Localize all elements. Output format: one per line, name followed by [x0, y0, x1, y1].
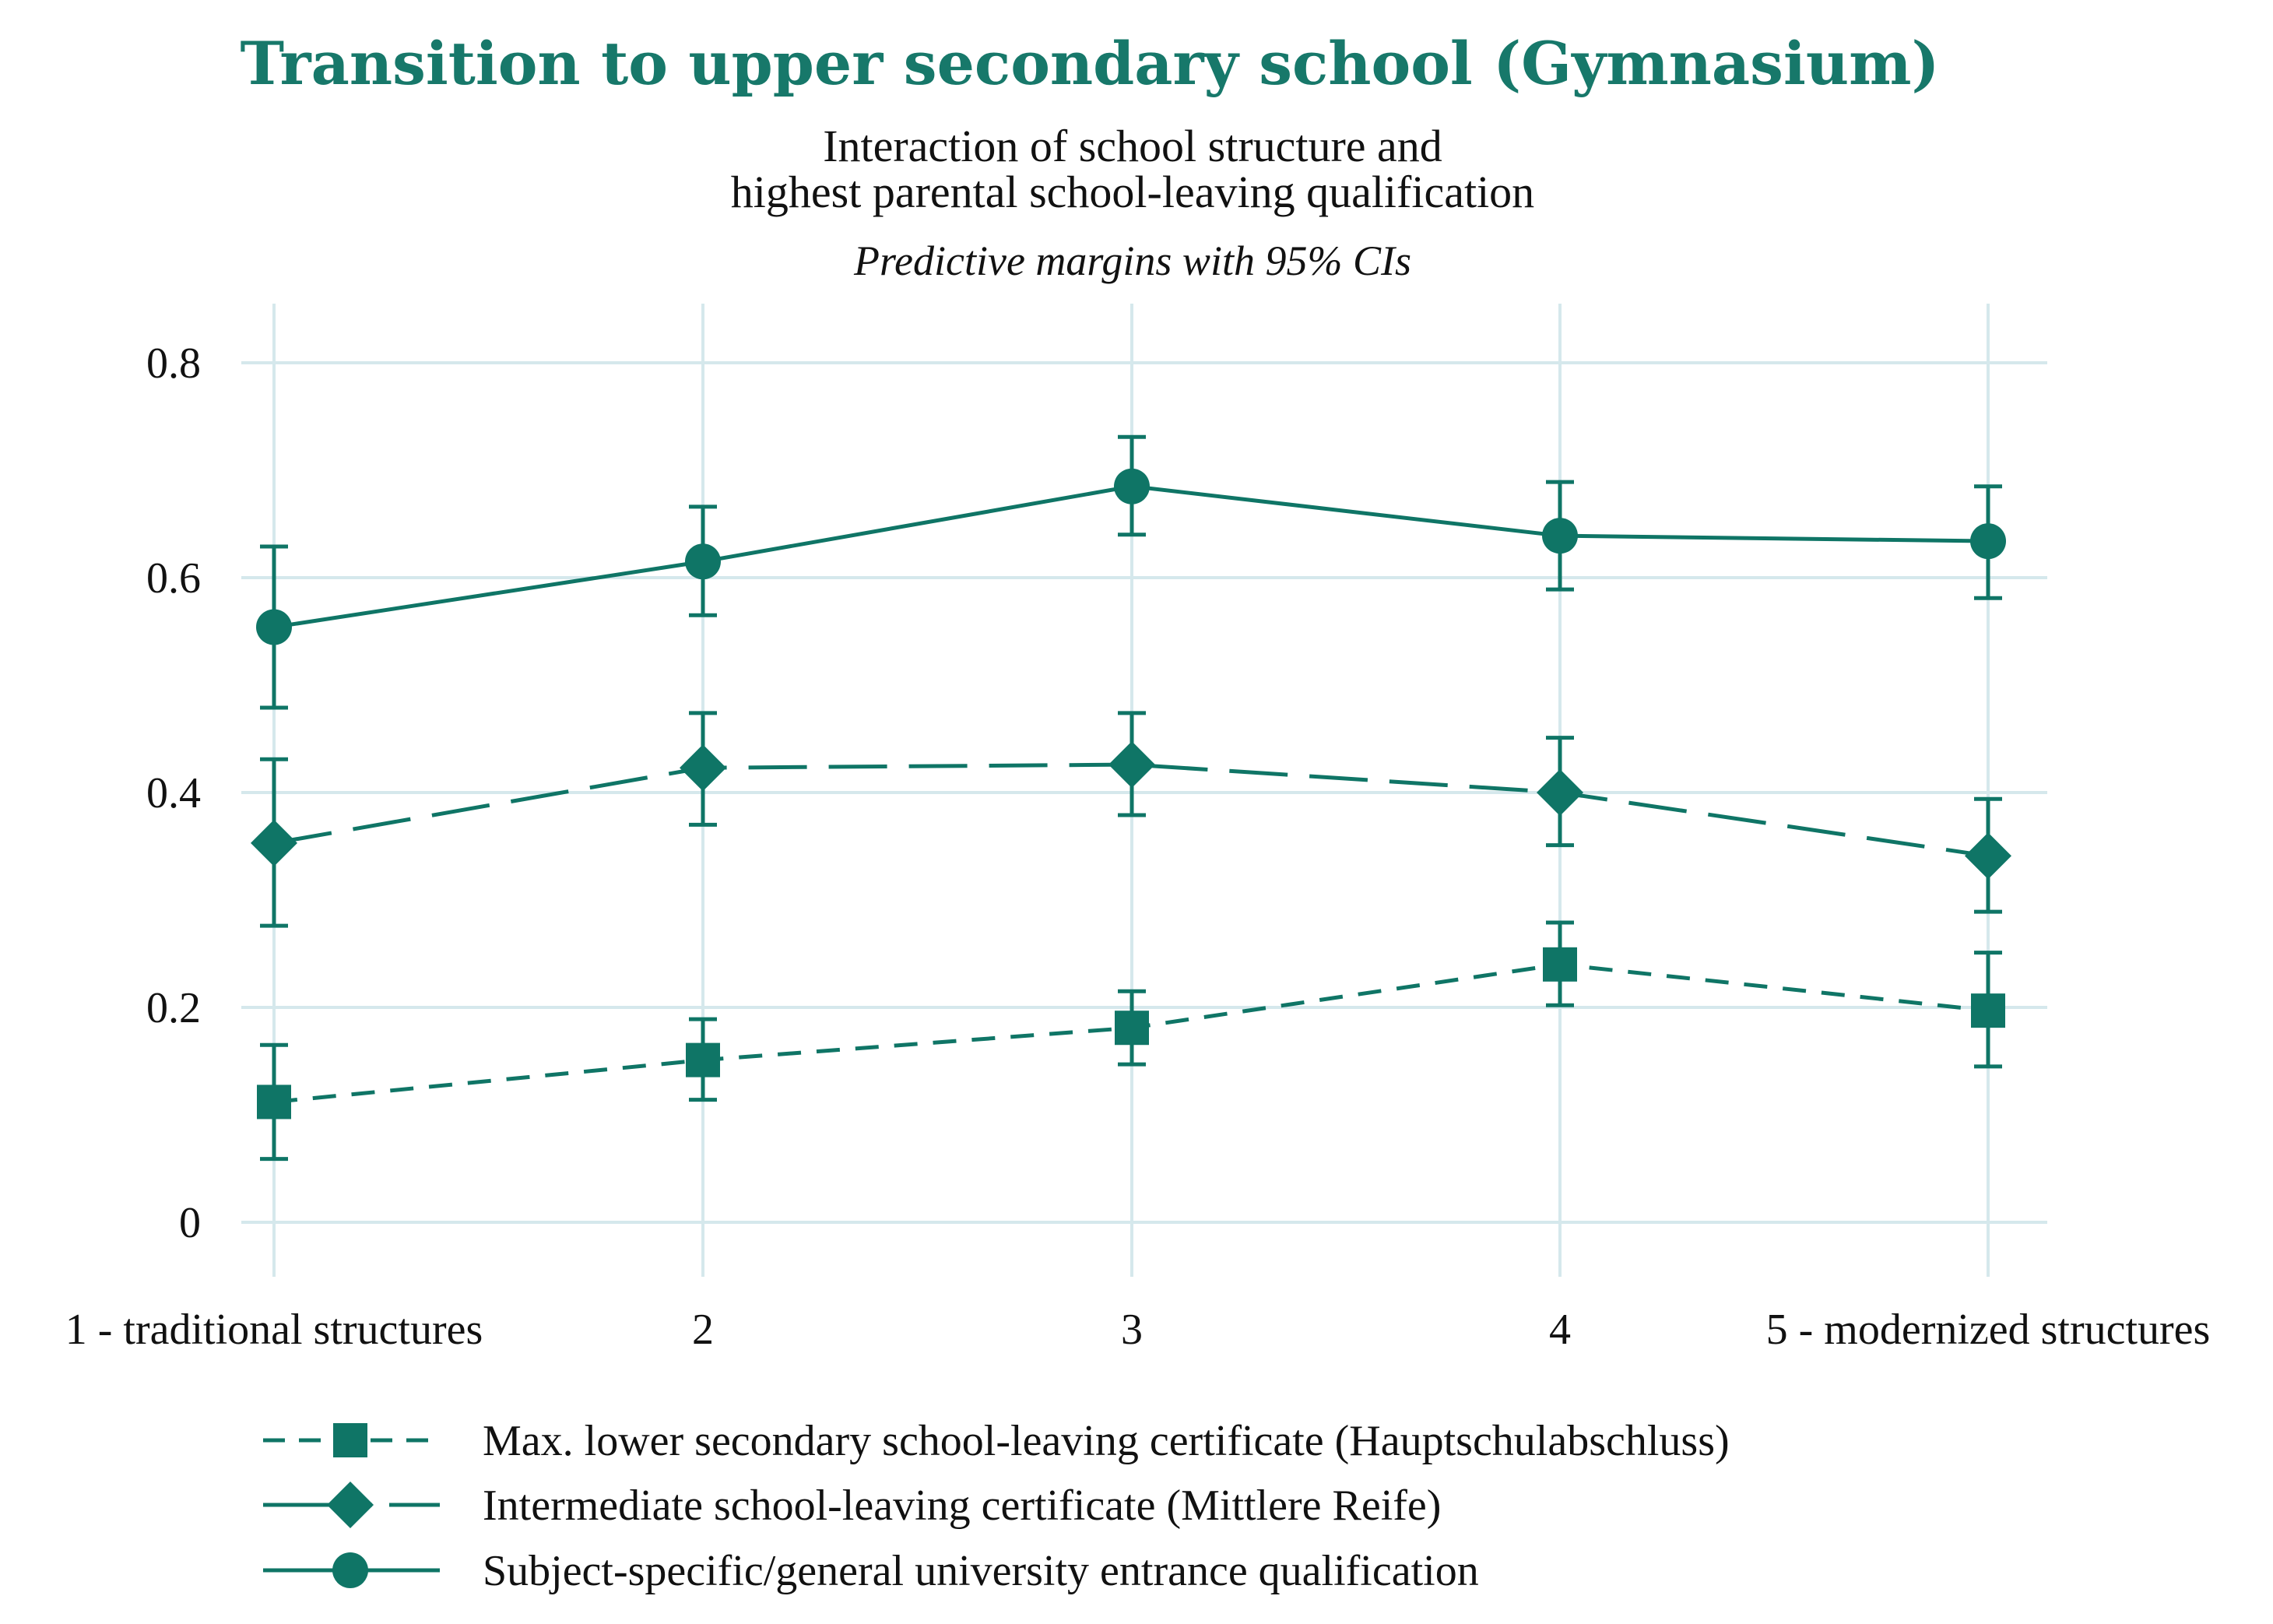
chart-subtitle-line-1: Interaction of school structure and — [823, 121, 1442, 171]
y-tick-label: 0 — [179, 1199, 201, 1247]
legend-label: Subject-specific/general university entr… — [483, 1547, 1479, 1595]
y-tick-label: 0.4 — [146, 769, 201, 817]
data-point-square — [257, 1084, 291, 1120]
data-point-diamond — [1965, 832, 2011, 880]
legend-marker-square — [333, 1423, 367, 1457]
legend-item: Subject-specific/general university entr… — [263, 1547, 1479, 1595]
series-circle — [256, 434, 2006, 710]
plot-series — [251, 434, 2011, 1162]
legend-marker-circle — [332, 1552, 368, 1588]
gridlines — [241, 304, 2047, 1277]
data-point-circle — [1970, 523, 2006, 560]
chart-subtitle-line-2: highest parental school-leaving qualific… — [731, 167, 1534, 217]
chart-note: Predictive margins with 95% CIs — [853, 237, 1411, 284]
data-point-circle — [1114, 468, 1150, 504]
data-point-diamond — [251, 819, 297, 866]
x-tick-label: 5 - modernized structures — [1766, 1306, 2211, 1354]
data-point-square — [686, 1042, 720, 1077]
x-tick-label: 4 — [1549, 1306, 1571, 1354]
data-point-circle — [1542, 518, 1578, 554]
data-point-diamond — [1108, 741, 1155, 789]
series-square — [257, 920, 2005, 1162]
series-diamond — [251, 711, 2011, 928]
legend: Max. lower secondary school-leaving cert… — [263, 1417, 1730, 1595]
x-tick-label: 3 — [1121, 1306, 1143, 1354]
data-point-square — [1543, 947, 1577, 982]
legend-label: Max. lower secondary school-leaving cert… — [483, 1417, 1730, 1465]
y-tick-label: 0.2 — [146, 984, 201, 1032]
series-line — [273, 762, 1989, 858]
chart-title: Transition to upper secondary school (Gy… — [241, 29, 1940, 98]
data-point-diamond — [1537, 769, 1583, 816]
legend-item: Intermediate school-leaving certificate … — [263, 1482, 1441, 1530]
x-tick-label: 2 — [692, 1306, 714, 1354]
data-point-diamond — [680, 744, 726, 792]
data-point-circle — [256, 609, 292, 645]
y-tick-label: 0.8 — [146, 339, 201, 388]
data-point-square — [1971, 993, 2005, 1028]
data-point-square — [1115, 1011, 1149, 1046]
y-axis-ticks: 0 0.2 0.4 0.6 0.8 — [146, 339, 201, 1247]
legend-item: Max. lower secondary school-leaving cert… — [263, 1417, 1730, 1465]
x-axis-ticks: 1 - traditional structures 2 3 4 5 - moderni… — [65, 1306, 2211, 1354]
data-point-circle — [685, 543, 721, 580]
y-tick-label: 0.6 — [146, 554, 201, 603]
legend-label: Intermediate school-leaving certificate … — [483, 1482, 1441, 1530]
legend-marker-diamond — [327, 1482, 374, 1528]
x-tick-label: 1 - traditional structures — [65, 1306, 483, 1354]
